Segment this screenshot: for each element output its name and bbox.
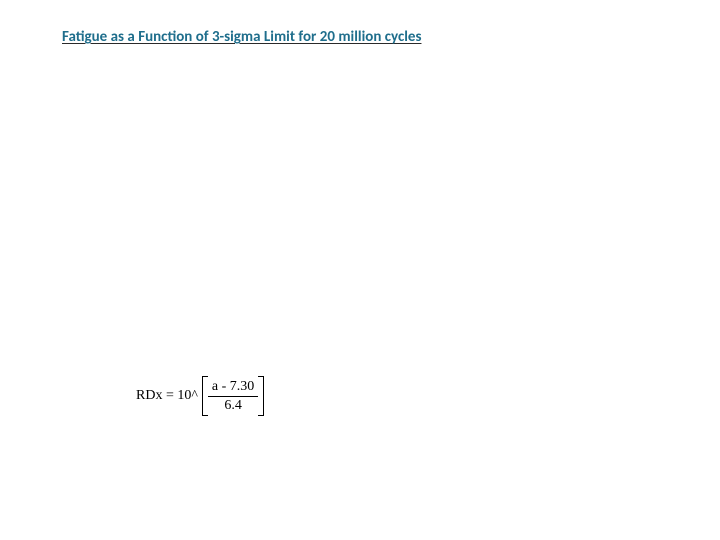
page-title: Fatigue as a Function of 3-sigma Limit f… — [62, 28, 421, 46]
formula-lhs: RDx = 10^ — [136, 388, 198, 404]
left-bracket-icon — [202, 376, 208, 416]
right-bracket-icon — [258, 376, 264, 416]
formula-bracketed-fraction: a - 7.30 6.4 — [202, 376, 264, 416]
formula-numerator: a - 7.30 — [208, 379, 258, 396]
formula-denominator: 6.4 — [208, 397, 258, 413]
fatigue-formula: RDx = 10^ a - 7.30 6.4 — [136, 376, 264, 416]
slide-page: Fatigue as a Function of 3-sigma Limit f… — [0, 0, 720, 540]
formula-fraction: a - 7.30 6.4 — [208, 376, 258, 416]
